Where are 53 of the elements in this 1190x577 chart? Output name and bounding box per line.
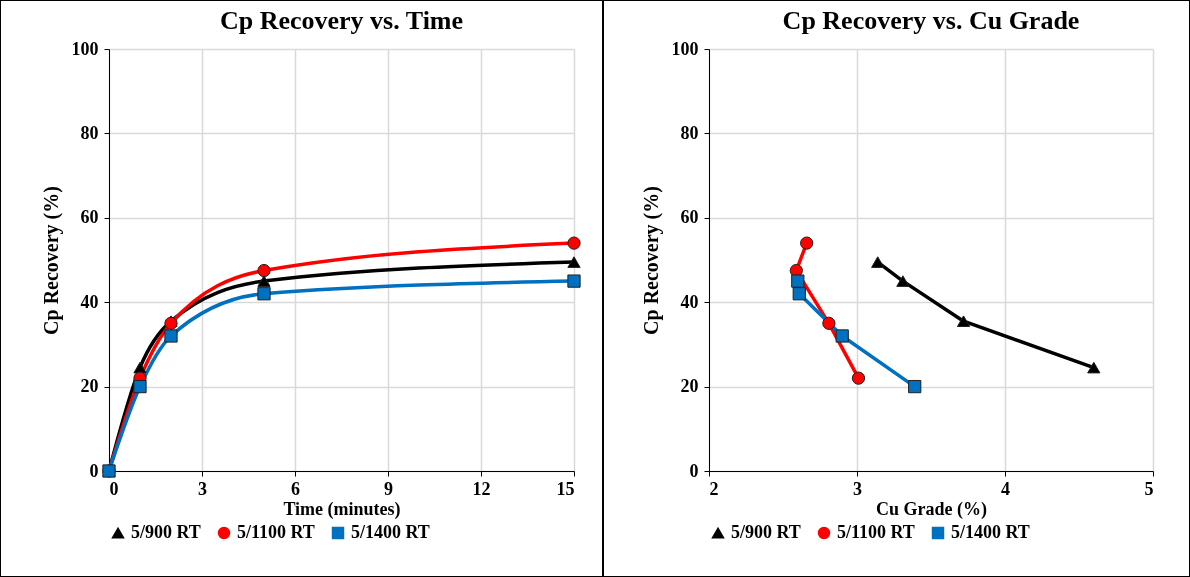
x-tick-label: 15 xyxy=(556,478,575,499)
y-tick-label: 100 xyxy=(671,38,699,59)
point xyxy=(567,256,581,268)
point xyxy=(257,275,271,287)
y-tick-label: 40 xyxy=(680,291,699,312)
y-tick-label: 60 xyxy=(680,207,699,228)
point xyxy=(851,371,866,385)
y-tick-label: 40 xyxy=(80,291,99,312)
point xyxy=(1087,361,1101,374)
y-tick-label: 0 xyxy=(89,460,99,481)
x-tick-label: 0 xyxy=(109,478,119,499)
point xyxy=(257,287,271,301)
y-tick-label: 20 xyxy=(680,376,699,397)
x-tick-label: 12 xyxy=(472,478,491,499)
y-tick-label: 60 xyxy=(80,207,99,228)
x-tick-label: 4 xyxy=(1001,478,1010,499)
y-tick-label: 80 xyxy=(80,122,99,143)
x-tick-label: 3 xyxy=(853,478,862,499)
x-tick-label: 6 xyxy=(291,478,300,499)
x-tick-label: 5 xyxy=(1144,478,1154,499)
point xyxy=(164,329,178,343)
legend-label: 5/1100 RT xyxy=(237,522,315,542)
legend-label: 5/900 RT xyxy=(731,522,801,542)
point xyxy=(800,236,814,250)
x-tick-label: 9 xyxy=(384,478,393,499)
point xyxy=(871,256,885,268)
point xyxy=(896,275,910,287)
y-tick-label: 100 xyxy=(71,38,99,59)
legend-label: 5/1100 RT xyxy=(837,522,915,542)
point xyxy=(908,379,922,394)
y-axis-title: Cp Recovery (%) xyxy=(39,186,63,335)
x-tick-label: 2 xyxy=(709,478,719,499)
x-axis-title: Cu Grade (%) xyxy=(876,498,987,520)
point xyxy=(567,274,581,288)
y-tick-label: 20 xyxy=(80,376,99,397)
y-tick-label: 0 xyxy=(689,460,699,481)
point xyxy=(257,263,271,278)
point xyxy=(956,315,971,327)
legend-label: 5/1400 RT xyxy=(351,522,430,542)
point xyxy=(822,316,836,330)
point xyxy=(133,379,147,394)
y-axis-title: Cp Recovery (%) xyxy=(639,186,663,335)
chart-title: Cp Recovery vs. Cu Grade xyxy=(782,6,1080,35)
point xyxy=(567,236,581,250)
x-axis-title: Time (minutes) xyxy=(283,498,401,520)
point xyxy=(835,329,849,343)
chart-title: Cp Recovery vs. Time xyxy=(219,6,464,35)
point xyxy=(791,274,805,288)
legend-label: 5/1400 RT xyxy=(951,522,1030,542)
legend-label: 5/900 RT xyxy=(131,522,201,542)
point xyxy=(792,287,806,301)
y-tick-label: 80 xyxy=(680,122,699,143)
x-tick-label: 3 xyxy=(198,478,207,499)
